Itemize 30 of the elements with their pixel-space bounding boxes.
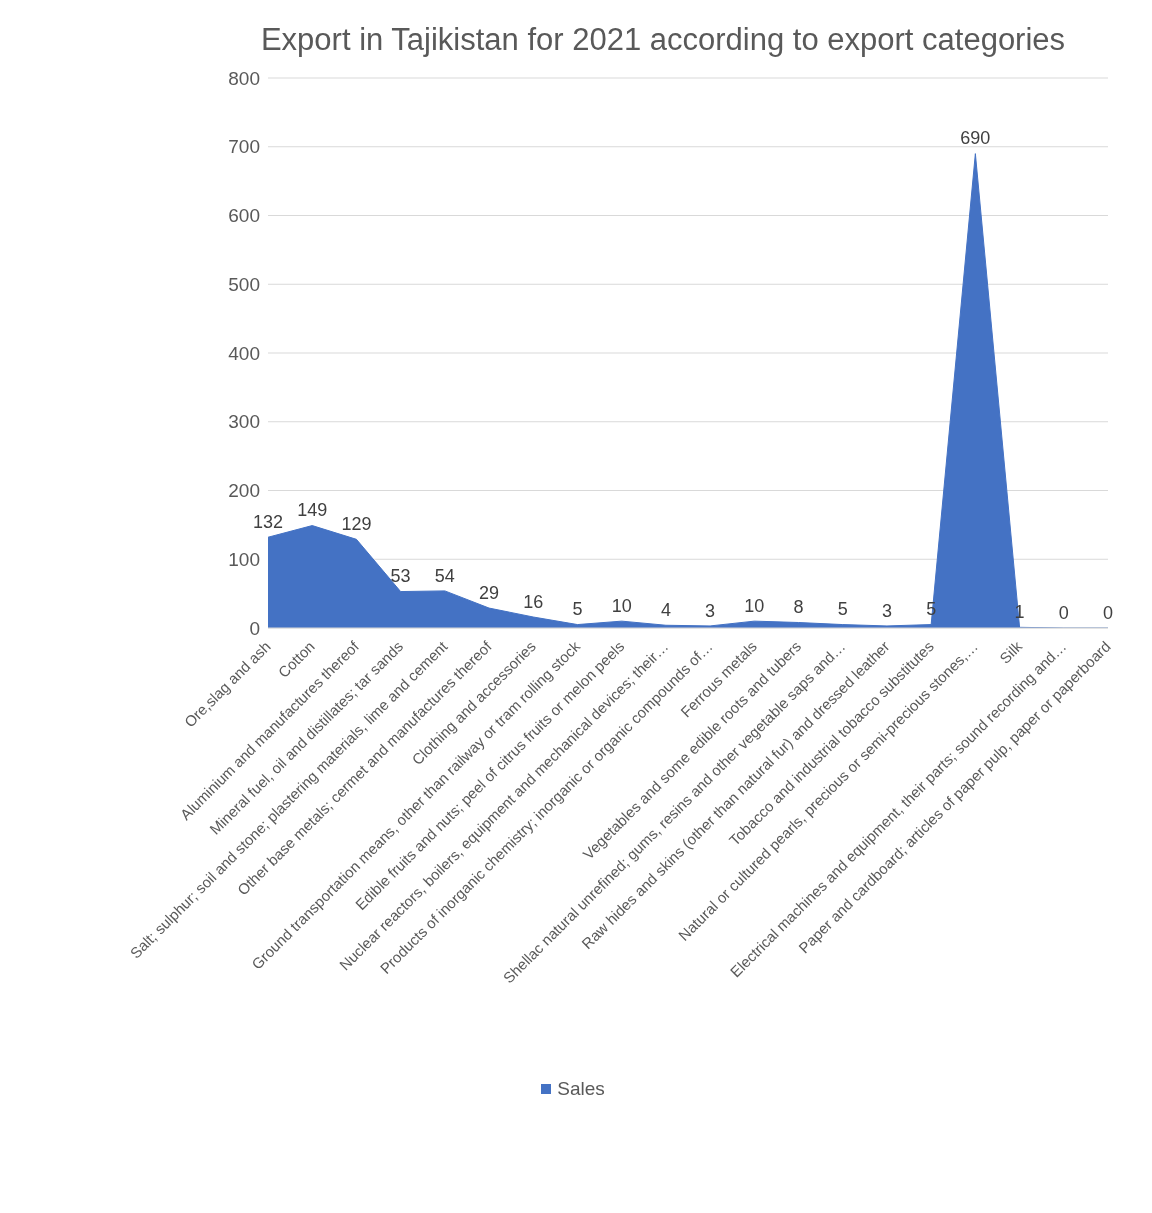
y-tick-label: 700 — [228, 136, 260, 158]
data-label: 29 — [479, 582, 500, 603]
y-tick-label: 400 — [228, 342, 260, 364]
chart-title: Export in Tajikistan for 2021 according to export categories — [259, 21, 1067, 58]
data-label: 53 — [390, 566, 411, 587]
y-tick-label: 100 — [228, 548, 260, 570]
x-tick-label: Silk — [996, 637, 1026, 667]
data-label: 149 — [297, 500, 328, 521]
y-tick-label: 600 — [228, 205, 260, 227]
y-tick-label: 500 — [228, 273, 260, 295]
data-label: 690 — [960, 128, 991, 149]
data-label: 10 — [744, 595, 765, 616]
data-label: 0 — [1058, 602, 1069, 623]
y-tick-label: 200 — [228, 480, 260, 502]
data-label: 4 — [660, 600, 671, 620]
legend-label: Sales — [556, 1078, 605, 1100]
data-label: 10 — [611, 595, 632, 616]
data-label: 3 — [881, 600, 892, 621]
data-label: 54 — [434, 565, 455, 586]
data-label: 0 — [1102, 602, 1114, 623]
data-label: 5 — [837, 599, 848, 620]
data-label: 132 — [252, 512, 284, 532]
y-tick-label: 800 — [228, 67, 260, 89]
data-label: 3 — [705, 600, 716, 621]
y-tick-label: 0 — [249, 617, 260, 639]
y-tick-label: 300 — [228, 411, 260, 433]
data-label: 129 — [341, 514, 372, 535]
data-label: 8 — [793, 597, 804, 618]
data-label: 5 — [572, 599, 583, 620]
data-label: 16 — [523, 591, 544, 612]
